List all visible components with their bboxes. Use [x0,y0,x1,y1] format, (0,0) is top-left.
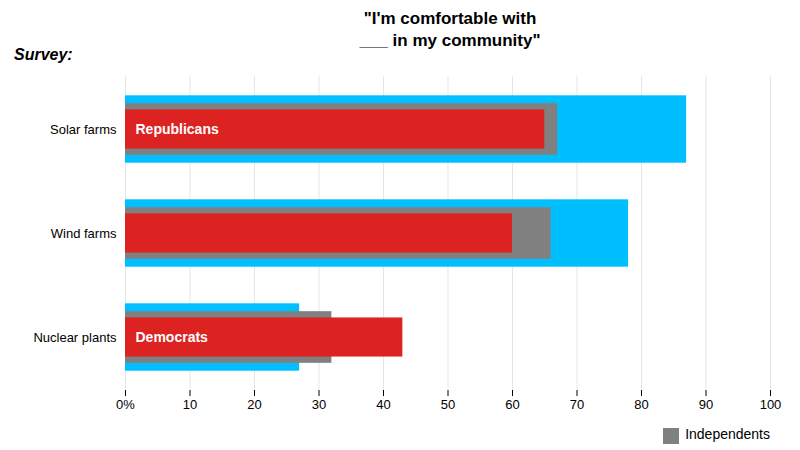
svg-text:30: 30 [312,397,326,412]
html-text:Survey:: Survey: [14,46,73,63]
svg-text:40: 40 [376,397,390,412]
svg-text:Nuclear plants: Nuclear plants [33,330,117,345]
svg-text:Solar farms: Solar farms [50,122,117,137]
svg-text:10: 10 [183,397,197,412]
svg-text:60: 60 [505,397,519,412]
svg-text:20: 20 [247,397,261,412]
html-text:"I'm comfortable with ___ in m: "I'm comfortable with ___ in my communit… [359,9,541,51]
svg-text:Republicans: Republicans [136,121,219,137]
svg-text:100: 100 [760,397,782,412]
svg-text:70: 70 [570,397,584,412]
svg-text:0%: 0% [116,397,135,412]
html-text:Independents: Independents [685,426,770,443]
svg-text:90: 90 [699,397,713,412]
svg-text:80: 80 [634,397,648,412]
svg-text:Democrats: Democrats [136,329,209,345]
svg-text:Wind farms: Wind farms [51,226,117,241]
svg-text:50: 50 [441,397,455,412]
